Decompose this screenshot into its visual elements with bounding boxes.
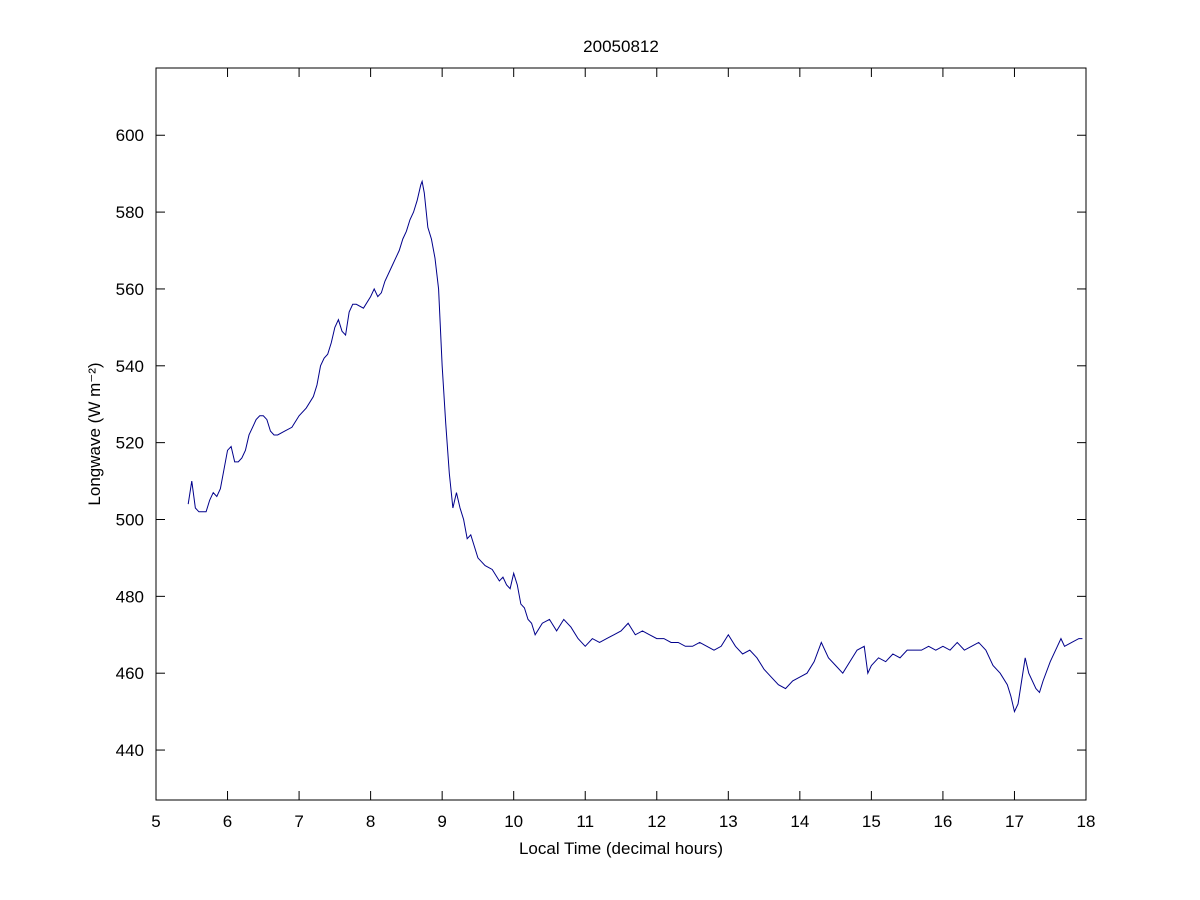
- x-tick-label: 8: [366, 812, 375, 831]
- chart-title: 20050812: [583, 37, 659, 56]
- x-tick-label: 12: [647, 812, 666, 831]
- x-tick-label: 14: [790, 812, 809, 831]
- y-axis-label: Longwave (W m⁻²): [85, 362, 104, 505]
- x-tick-label: 16: [933, 812, 952, 831]
- y-tick-label: 460: [116, 664, 144, 683]
- y-tick-label: 560: [116, 280, 144, 299]
- y-tick-label: 540: [116, 357, 144, 376]
- y-tick-label: 520: [116, 434, 144, 453]
- x-tick-label: 9: [437, 812, 446, 831]
- y-tick-label: 440: [116, 741, 144, 760]
- x-tick-label: 18: [1077, 812, 1096, 831]
- data-line: [187, 179, 1083, 714]
- x-tick-label: 10: [504, 812, 523, 831]
- x-tick-label: 5: [151, 812, 160, 831]
- x-tick-label: 7: [294, 812, 303, 831]
- x-tick-label: 17: [1005, 812, 1024, 831]
- y-tick-label: 580: [116, 203, 144, 222]
- y-tick-label: 600: [116, 126, 144, 145]
- plot-frame: [155, 67, 1087, 801]
- y-tick-label: 500: [116, 510, 144, 529]
- x-tick-label: 15: [862, 812, 881, 831]
- y-tick-label: 480: [116, 587, 144, 606]
- x-tick-label: 11: [576, 812, 594, 831]
- x-axis-label: Local Time (decimal hours): [519, 839, 723, 858]
- x-tick-label: 13: [719, 812, 738, 831]
- x-tick-label: 6: [223, 812, 232, 831]
